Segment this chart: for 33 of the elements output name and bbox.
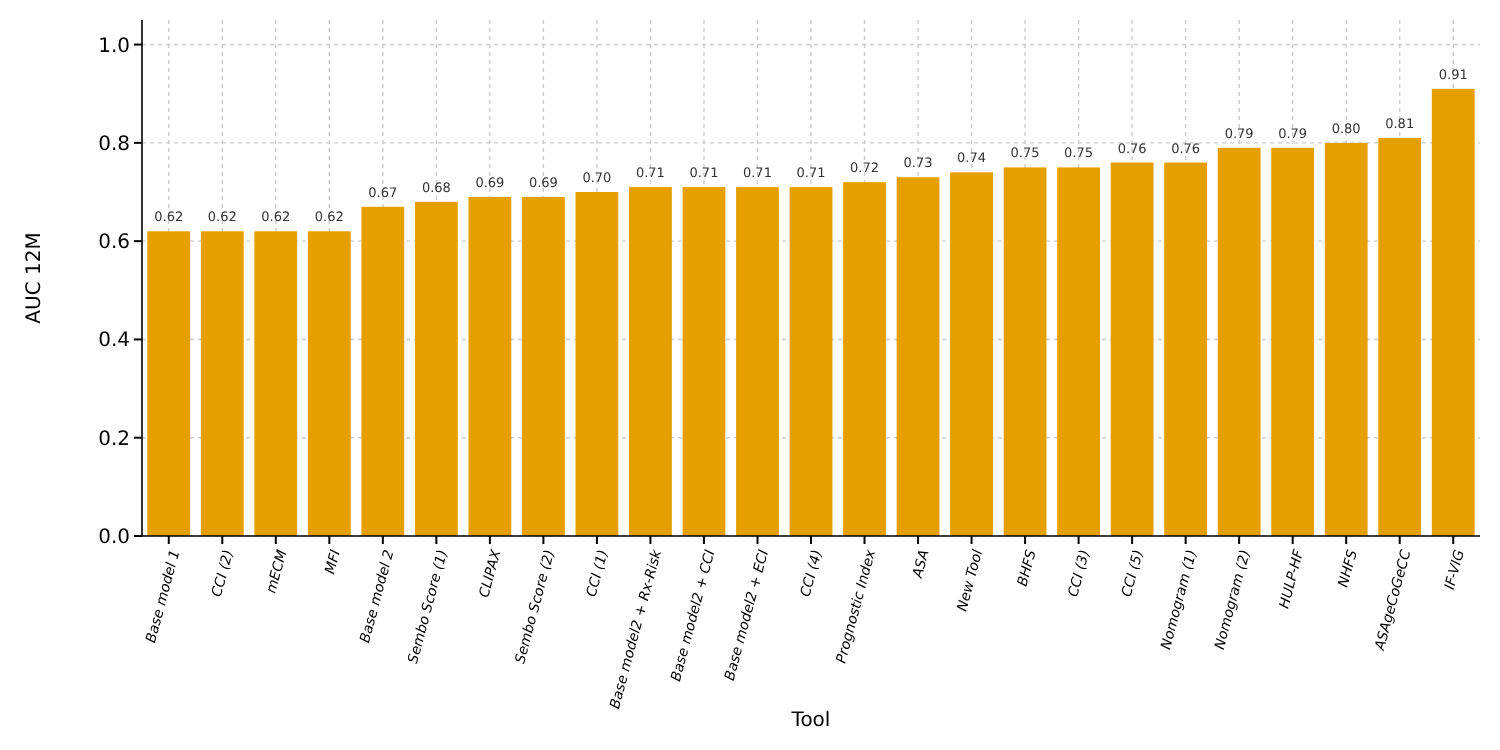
bar (843, 182, 886, 536)
bar (1057, 167, 1101, 536)
bar (950, 172, 993, 536)
bar (1110, 162, 1154, 536)
bar (147, 231, 191, 536)
bar (1271, 147, 1315, 536)
bar (200, 231, 244, 536)
bar (682, 187, 726, 536)
y-tick-label: 1.0 (98, 35, 130, 58)
bar (789, 187, 833, 536)
bar (361, 206, 405, 536)
bar (629, 187, 672, 536)
bar (896, 177, 940, 536)
y-axis-title: AUC 12M (24, 232, 46, 324)
y-tick-label: 0.6 (98, 232, 130, 255)
bar (414, 201, 458, 536)
x-axis-title: Tool (789, 710, 831, 732)
bar (736, 187, 779, 536)
bar (575, 192, 619, 536)
bar (1217, 147, 1261, 536)
bar (1324, 142, 1368, 536)
y-tick-label: 0.8 (98, 133, 130, 156)
y-tick-label: 0.4 (98, 330, 130, 353)
bar (521, 196, 565, 536)
y-tick-label: 0.0 (98, 527, 130, 549)
bar (1003, 167, 1047, 536)
y-tick-label: 0.2 (98, 428, 130, 451)
bar (254, 231, 298, 536)
bar (468, 196, 512, 536)
bar (307, 231, 351, 536)
bar (1378, 137, 1422, 536)
bar (1431, 88, 1475, 536)
bar (1164, 162, 1208, 536)
